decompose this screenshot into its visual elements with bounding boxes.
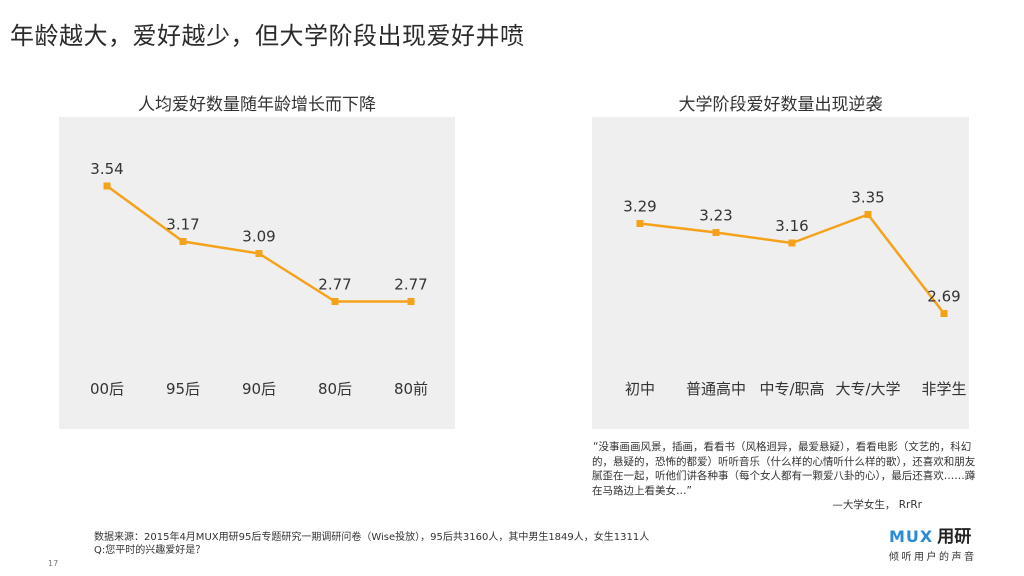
data-label: 3.54 [90,160,123,178]
chart-left-panel: 3.54 3.17 3.09 2.77 2.77 00后 95后 90后 80后 80前 [59,117,455,429]
slide-title: 年龄越大，爱好越少，但大学阶段出现爱好井喷 [10,22,525,50]
user-quote: “没事画画风景，插画，看看书（风格迥异，最爱悬疑），看看电影（文艺的，科幻的，悬… [592,440,984,513]
data-label: 3.16 [775,217,808,235]
category-label: 初中 [625,380,655,398]
data-label: 3.29 [623,198,656,216]
data-label: 2.77 [318,276,351,294]
data-point [636,220,644,227]
chart-right: 3.29 3.23 3.16 3.35 2.69 初中 普通高中 中专/职高 大专/大学 非学生 [623,189,966,399]
data-point [407,298,415,305]
logo-slogan: 倾听用户的声音 [889,552,977,563]
category-label: 00后 [90,380,124,398]
data-point [179,238,187,245]
data-point [103,182,111,190]
brand-logo: MUX 用研 倾听用户的声音 [889,522,1009,563]
data-label: 3.23 [699,207,732,225]
data-label: 3.09 [242,228,275,246]
category-label: 大专/大学 [835,380,900,398]
logo-name: 用研 [937,527,972,547]
data-point [864,211,872,218]
data-point [940,310,948,317]
data-point [331,298,339,305]
chart-right-title: 大学阶段爱好数量出现逆袭 [678,95,883,115]
page-number: 17 [48,559,59,568]
quote-signature: —大学女生， RrRr [832,499,922,511]
category-label: 80后 [318,380,352,398]
chart-left-title: 人均爱好数量随年龄增长而下降 [138,95,376,115]
chart-left: 3.54 3.17 3.09 2.77 2.77 00后 95后 90后 80后 80前 [90,160,428,398]
data-point [788,239,796,247]
data-label: 2.69 [927,288,960,306]
category-label: 80前 [394,380,428,398]
source-line-2: Q:您平时的兴趣爱好是？ [94,545,206,556]
chart-right-panel: 3.29 3.23 3.16 3.35 2.69 初中 普通高中 中专/职高 大专/大学 非学生 [592,117,969,429]
data-label: 3.17 [166,216,199,234]
category-label: 非学生 [921,380,966,398]
data-label: 2.77 [394,276,427,294]
data-point [712,229,720,236]
logo-brand: MUX [889,527,934,546]
source-line-1: 数据来源：2015年4月MUX用研95后专题研究一期调研问卷（Wise投放），9… [94,532,650,543]
category-label: 中专/职高 [759,380,824,398]
category-label: 90后 [242,380,276,398]
quote-text: “没事画画风景，插画，看看书（风格迥异，最爱悬疑），看看电影（文艺的，科幻的，悬… [592,441,976,497]
data-point [255,250,263,257]
category-label: 普通高中 [686,380,746,398]
data-label: 3.35 [851,189,884,207]
category-label: 95后 [166,380,200,398]
data-source: 数据来源：2015年4月MUX用研95后专题研究一期调研问卷（Wise投放），9… [94,531,649,557]
